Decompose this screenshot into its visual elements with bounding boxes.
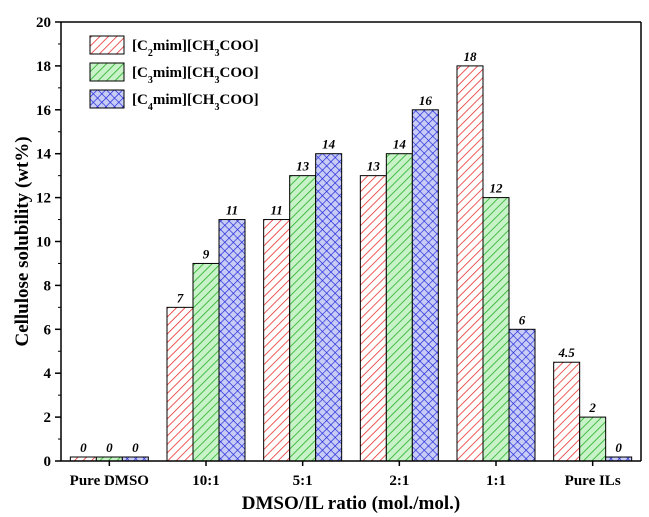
legend-swatch-s2 xyxy=(89,62,125,82)
data-label-s3-4: 6 xyxy=(519,312,526,327)
legend-text-part: 3 xyxy=(214,75,219,86)
bar-s2-5 xyxy=(579,416,607,462)
data-label-s1-2: 11 xyxy=(271,203,283,218)
legend-text-part: [C xyxy=(132,92,148,108)
bar-s1-5 xyxy=(553,361,581,462)
legend-swatch-s3 xyxy=(89,89,125,109)
legend-text-part: 3 xyxy=(214,102,219,113)
data-label-s3-0: 0 xyxy=(132,440,139,455)
y-tick-label: 12 xyxy=(36,191,51,207)
legend-text-part: 3 xyxy=(214,48,219,59)
bar-s3-3 xyxy=(411,109,439,462)
data-label-s2-1: 9 xyxy=(203,246,210,261)
legend-text-part: 2 xyxy=(148,48,153,59)
bar-s1-3 xyxy=(359,175,387,462)
y-tick-label: 10 xyxy=(36,235,51,251)
legend-text-part: mim][CH xyxy=(153,92,215,108)
y-tick-label: 18 xyxy=(36,59,51,75)
bar-s1-4 xyxy=(456,65,484,462)
y-tick-label: 2 xyxy=(44,410,52,426)
y-tick-label: 6 xyxy=(44,322,52,338)
y-tick-label: 14 xyxy=(36,147,52,163)
y-tick-label: 4 xyxy=(44,366,52,382)
bar-s3-4 xyxy=(508,328,536,462)
legend-text-part: mim][CH xyxy=(153,65,215,81)
y-axis-title: Cellulose solubility (wt%) xyxy=(12,136,33,346)
bar-s3-1 xyxy=(218,219,246,462)
data-label-s2-0: 0 xyxy=(106,440,113,455)
legend-label-s3: [C4mim][CH3COO] xyxy=(132,92,259,113)
y-tick-label: 16 xyxy=(36,103,52,119)
data-label-s2-4: 12 xyxy=(490,181,504,196)
legend-text-part: 4 xyxy=(148,102,153,113)
bar-s3-2 xyxy=(315,153,343,462)
x-tick-label: Pure ILs xyxy=(565,473,621,489)
y-tick-label: 0 xyxy=(44,454,52,470)
bar-s1-2 xyxy=(263,219,291,462)
data-label-s3-1: 11 xyxy=(226,203,238,218)
legend-text-part: COO] xyxy=(219,92,258,108)
x-tick-label: 1:1 xyxy=(486,473,506,489)
legend-text-part: COO] xyxy=(219,38,258,54)
legend-text-part: [C xyxy=(132,38,148,54)
y-tick-label: 8 xyxy=(44,278,52,294)
x-tick-label: 10:1 xyxy=(192,473,220,489)
legend-label-s1: [C2mim][CH3COO] xyxy=(132,38,259,59)
x-tick-label: 2:1 xyxy=(389,473,409,489)
data-label-s1-5: 4.5 xyxy=(558,345,576,360)
data-label-s1-4: 18 xyxy=(464,49,478,64)
data-label-s2-2: 13 xyxy=(296,159,310,174)
bar-s1-1 xyxy=(166,306,194,462)
data-label-s3-3: 16 xyxy=(419,93,433,108)
y-tick-label: 20 xyxy=(36,15,51,31)
x-tick-label: 5:1 xyxy=(293,473,313,489)
data-label-s1-3: 13 xyxy=(367,159,381,174)
legend-text-part: mim][CH xyxy=(153,38,215,54)
data-label-s2-3: 14 xyxy=(393,137,407,152)
bar-s2-2 xyxy=(289,175,317,462)
legend-label-s2: [C3mim][CH3COO] xyxy=(132,65,259,86)
data-label-s3-5: 0 xyxy=(615,440,622,455)
bar-s2-1 xyxy=(192,262,220,462)
legend-text-part: 3 xyxy=(148,75,153,86)
legend-text-part: COO] xyxy=(219,65,258,81)
bar-s2-4 xyxy=(482,197,510,462)
data-label-s3-2: 14 xyxy=(322,137,336,152)
legend-swatch-s1 xyxy=(89,35,125,55)
bar-s2-3 xyxy=(385,153,413,462)
legend-text-part: [C xyxy=(132,65,148,81)
x-axis-title: DMSO/IL ratio (mol./mol.) xyxy=(242,493,460,514)
data-label-s1-1: 7 xyxy=(177,290,184,305)
x-tick-label: Pure DMSO xyxy=(70,473,149,489)
data-label-s2-5: 2 xyxy=(588,400,596,415)
data-label-s1-0: 0 xyxy=(80,440,87,455)
